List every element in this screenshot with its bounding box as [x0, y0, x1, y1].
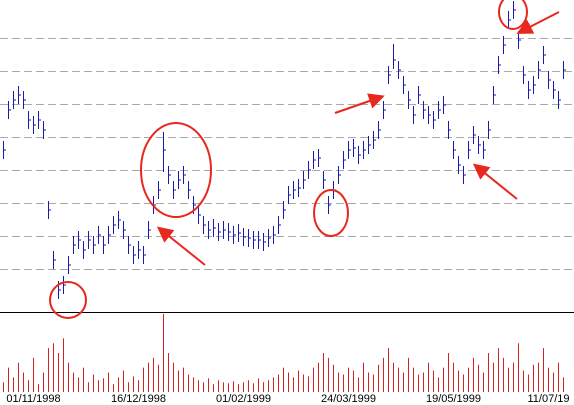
x-tick-label: 11/07/19: [527, 393, 569, 405]
x-tick-label: 24/03/1999: [321, 393, 376, 405]
arrow: [472, 163, 518, 200]
annotations: [49, 0, 560, 319]
x-tick-label: 01/11/1998: [6, 393, 60, 405]
arrow: [334, 93, 385, 114]
circle: [498, 0, 528, 30]
arrow: [156, 226, 206, 266]
x-tick-label: 01/02/1999: [216, 393, 271, 405]
circle: [49, 281, 87, 319]
circle: [313, 189, 349, 237]
x-tick-label: 19/05/1999: [426, 393, 481, 405]
arrow: [516, 11, 560, 34]
x-tick-label: 16/12/1998: [111, 393, 166, 405]
circle: [140, 122, 212, 218]
